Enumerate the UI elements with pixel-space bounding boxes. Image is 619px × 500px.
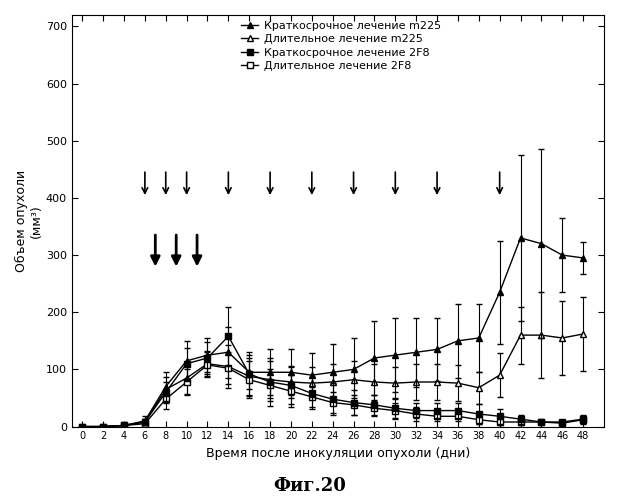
Legend: Краткосрочное лечение m225, Длительное лечение m225, Краткосрочное лечение 2F8, : Краткосрочное лечение m225, Длительное л… [237,16,445,76]
Text: Фиг.20: Фиг.20 [273,477,346,495]
Y-axis label: Объем опухоли
(мм³): Объем опухоли (мм³) [15,170,43,272]
X-axis label: Время после инокуляции опухоли (дни): Время после инокуляции опухоли (дни) [206,447,470,460]
